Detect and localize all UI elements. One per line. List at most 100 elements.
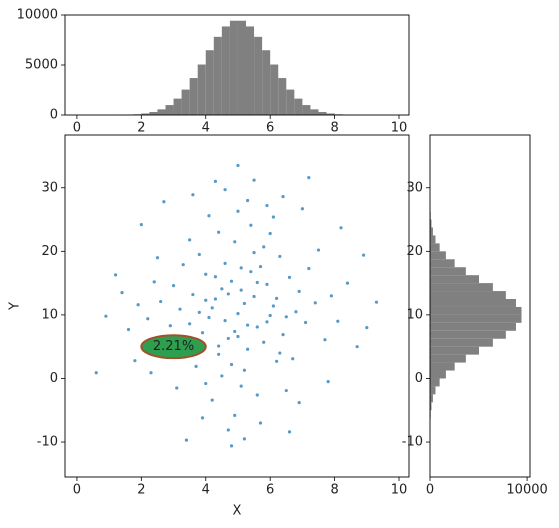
histogram-bar bbox=[270, 64, 279, 115]
scatter-point bbox=[217, 344, 221, 348]
histogram-bar bbox=[430, 346, 479, 355]
scatter-point bbox=[120, 291, 124, 295]
histogram-bar bbox=[262, 50, 271, 115]
scatter-point bbox=[252, 178, 256, 182]
scatter-point bbox=[255, 325, 259, 329]
scatter-point bbox=[226, 428, 230, 432]
scatter-point bbox=[139, 223, 143, 227]
scatter-point bbox=[197, 310, 201, 314]
scatter-point bbox=[217, 352, 221, 356]
scatter-point bbox=[278, 254, 282, 259]
scatter-point bbox=[113, 273, 118, 277]
x-tick-label: 10 bbox=[391, 483, 408, 498]
scatter-point bbox=[181, 263, 185, 267]
x-tick-label: 10 bbox=[391, 121, 408, 136]
scatter-point bbox=[361, 253, 366, 257]
histogram-bar bbox=[294, 98, 303, 115]
histogram-bar bbox=[430, 330, 506, 339]
scatter-point bbox=[278, 351, 282, 355]
scatter-point bbox=[316, 248, 321, 252]
scatter-point bbox=[294, 310, 298, 314]
scatter-point bbox=[210, 306, 214, 310]
y-tick-label: -10 bbox=[37, 435, 58, 450]
histogram-bar bbox=[157, 109, 166, 115]
scatter-point bbox=[236, 209, 240, 213]
scatter-point bbox=[229, 279, 234, 283]
scatter-point bbox=[287, 430, 292, 434]
histogram-bar bbox=[310, 109, 319, 115]
annotation-label: 2.21% bbox=[153, 339, 194, 354]
scatter-point bbox=[297, 289, 301, 293]
scatter-point bbox=[246, 347, 250, 351]
scatter-point bbox=[175, 386, 179, 390]
scatter-point bbox=[220, 287, 224, 291]
scatter-point bbox=[146, 317, 150, 321]
histogram-bar bbox=[197, 64, 206, 115]
histogram-bar bbox=[430, 378, 440, 387]
histogram-bar bbox=[149, 111, 158, 115]
histogram-bar bbox=[213, 36, 222, 115]
histogram-bar bbox=[173, 98, 182, 115]
scatter-point bbox=[149, 371, 153, 375]
scatter-point bbox=[226, 336, 230, 341]
scatter-point bbox=[126, 327, 131, 332]
scatter-point bbox=[229, 362, 234, 367]
scatter-point bbox=[133, 359, 137, 363]
histogram-bar bbox=[237, 20, 247, 116]
scatter-point bbox=[329, 294, 333, 298]
histogram-bar bbox=[430, 362, 455, 371]
x-tick-label: 8 bbox=[330, 121, 338, 136]
histogram-bar bbox=[430, 394, 433, 403]
scatter-point bbox=[236, 163, 240, 168]
scatter-point bbox=[178, 307, 182, 311]
y-axis-label: Y bbox=[8, 302, 23, 311]
scatter-point bbox=[194, 364, 198, 368]
scatter-point bbox=[307, 175, 311, 180]
histogram-bar bbox=[141, 113, 150, 115]
scatter-point bbox=[207, 214, 211, 218]
scatter-point bbox=[191, 292, 195, 297]
scatter-point bbox=[281, 195, 285, 199]
histogram-bar bbox=[229, 20, 238, 116]
axes bbox=[93, 20, 383, 116]
scatter-point bbox=[217, 230, 221, 234]
scatter-point bbox=[229, 444, 234, 448]
scatter-point bbox=[258, 421, 263, 425]
scatter-point bbox=[236, 334, 240, 339]
scatter-point bbox=[258, 264, 263, 269]
scatter-point bbox=[213, 179, 218, 184]
x-tick-label: 6 bbox=[266, 483, 274, 498]
scatter-point bbox=[265, 203, 269, 208]
histogram-bar bbox=[430, 402, 432, 411]
scatter-point bbox=[236, 312, 240, 316]
scatter-point bbox=[268, 313, 272, 318]
histogram-bar bbox=[430, 259, 455, 268]
scatter-point bbox=[200, 416, 205, 420]
histogram-bar bbox=[430, 251, 446, 260]
histogram-bar bbox=[430, 386, 436, 395]
scatter-point bbox=[171, 284, 176, 288]
histogram-bar bbox=[430, 314, 522, 323]
x-tick-label: 0 bbox=[73, 121, 81, 136]
histogram-bar bbox=[430, 235, 436, 244]
y-tick-label: 30 bbox=[406, 180, 423, 195]
scatter-point bbox=[226, 292, 230, 296]
scatter-point bbox=[249, 270, 253, 274]
scatter-point bbox=[339, 226, 343, 230]
axes bbox=[430, 171, 522, 458]
histogram-bar bbox=[302, 105, 311, 115]
scatter-point bbox=[271, 304, 275, 308]
scatter-point bbox=[262, 340, 266, 344]
x-tick-label: 2 bbox=[137, 483, 145, 498]
scatter-point bbox=[204, 272, 208, 276]
scatter-point bbox=[197, 252, 201, 257]
scatter-point bbox=[168, 324, 172, 328]
scatter-point bbox=[323, 338, 327, 342]
histogram-bar bbox=[430, 227, 433, 236]
x-tick-label: 4 bbox=[202, 121, 210, 136]
scatter-point bbox=[255, 280, 259, 285]
scatter-point bbox=[152, 280, 156, 284]
scatter-point bbox=[242, 437, 247, 441]
scatter-point bbox=[242, 301, 247, 306]
scatter-point bbox=[345, 281, 350, 285]
